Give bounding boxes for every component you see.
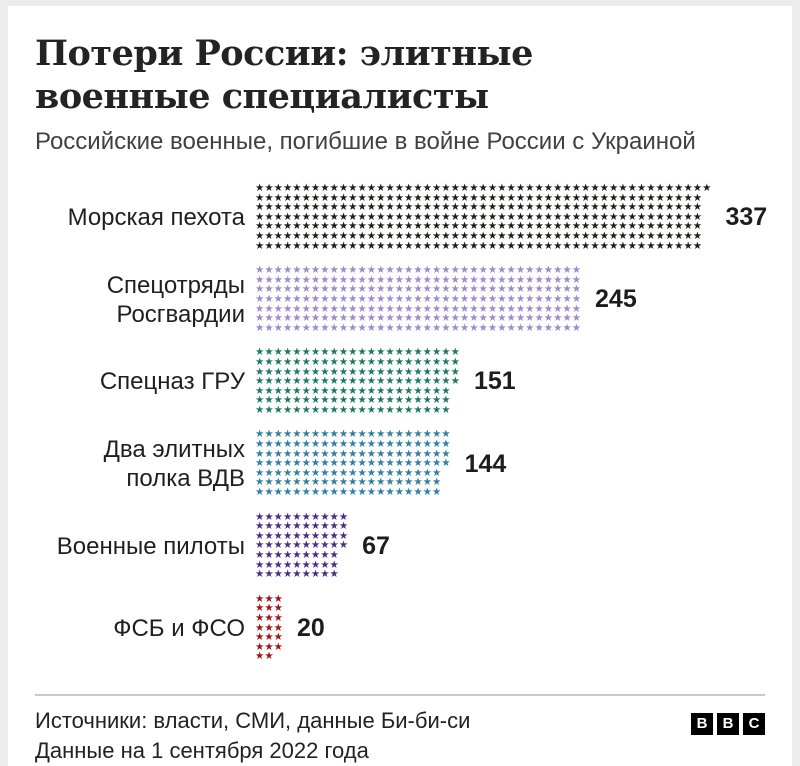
star-row: ★★★★★★★★★★★★★★★★★★★★★★★★★★★★★★★★★★★ <box>255 273 582 286</box>
star-row: ★★★ <box>255 640 283 653</box>
star-block: ★★★★★★★★★★★★★★★★★★★★★★★★★★★★★★★★★★★★★★★★… <box>255 182 712 252</box>
category-label: Спецотряды Росгвардии <box>106 271 245 328</box>
star-row: ★★★★★★★★★ <box>255 568 339 581</box>
star-row: ★★★★★★★★★★★★★★★★★★★★★ <box>255 384 451 397</box>
star-row: ★★★★★★★★★★★★★★★★★★★★★ <box>255 447 451 460</box>
star-row: ★★★★★★★★★★★★★★★★★★★★★★★★★★★★★★★★★★★★★★★★… <box>255 210 703 223</box>
star-row: ★★★★★★★★★★★★★★★★★★★★★★★★★★★★★★★★★★★★★★★★… <box>255 182 712 194</box>
bbc-logo-letter: B <box>691 712 713 735</box>
bbc-logo: B B C <box>691 712 765 766</box>
star-row: ★★★★★★★★★★★★★★★★★★★★★★★★★★★★★★★★★★★ <box>255 302 582 315</box>
star-row: ★★★ <box>255 592 283 605</box>
star-row: ★★★★★★★★★★★★★★★★★★★★★ <box>255 403 451 416</box>
star-row: ★★★★★★★★★★★★★★★★★★★★★★★★★★★★★★★★★★★★★★★★… <box>255 239 703 252</box>
star-row: ★★★★★★★★★★★★★★★★★★★★★★★★★★★★★★★★★★★ <box>255 292 582 305</box>
star-row: ★★★ <box>255 602 283 615</box>
star-block: ★★★★★★★★★★★★★★★★★★★★★★★★★★★★★★★★★★★★★★★★… <box>255 264 582 334</box>
page-title: Потери России: элитные военные специалис… <box>35 33 533 117</box>
star-block: ★★★ ★★★ ★★★ ★★★ ★★★ ★★★ ★★ <box>255 592 283 663</box>
chart-row: Спецотряды Росгвардии ★★★★★★★★★★★★★★★★★★★… <box>35 264 765 334</box>
chart-row: Морская пехота ★★★★★★★★★★★★★★★★★★★★★★★★★★… <box>35 182 768 252</box>
pictogram-chart: Морская пехота ★★★★★★★★★★★★★★★★★★★★★★★★★★… <box>35 182 768 663</box>
star-row: ★★★ <box>255 621 283 634</box>
chart-rows: Морская пехота ★★★★★★★★★★★★★★★★★★★★★★★★★★… <box>35 182 768 663</box>
star-row: ★★★★★★★★★★★★★★★★★★★★★★★★★★★★★★★★★★★★★★★★… <box>255 201 703 214</box>
category-label: Военные пилоты <box>56 532 245 560</box>
category-label: Два элитных полка ВДВ <box>103 436 245 493</box>
footer-divider <box>35 693 765 696</box>
star-row: ★★★★★★★★★★ <box>255 529 349 542</box>
date-line: Данные на 1 сентября 2022 года <box>35 737 369 763</box>
star-block: ★★★★★★★★★★★★★★★★★★★★★★★★★★★★★★★★★★★★★★★★… <box>255 510 349 581</box>
star-row: ★★★★★★★★★★★★★★★★★★★★★★★★★★★★★★★★★★★★★★★★… <box>255 220 703 233</box>
star-block: ★★★★★★★★★★★★★★★★★★★★★★★★★★★★★★★★★★★★★★★★… <box>255 346 460 416</box>
star-row: ★★★ <box>255 611 283 624</box>
star-row: ★★★★★★★★★★★★★★★★★★★★★★★★★★★★★★★★★★★★★★★★… <box>255 191 703 204</box>
chart-subtitle: Российские военные, погибшие в войне Рос… <box>35 128 696 155</box>
star-row: ★★★★★★★★★★★★★★★★★★★★★★ <box>255 355 460 368</box>
chart-row: ФСБ и ФСО ★★★ ★★★ ★★★ ★★★ ★★★ ★★★ ★★ 20 <box>35 592 765 663</box>
category-label: ФСБ и ФСО <box>113 614 245 642</box>
star-row: ★★★★★★★★★★★★★★★★★★★★★★★★★★★★★★★★★★★ <box>255 264 582 277</box>
source-block: Источники: власти, СМИ, данные Би-би-си … <box>35 706 470 766</box>
star-row: ★★★★★★★★★★★★★★★★★★★★★★ <box>255 365 460 378</box>
value-label: 151 <box>473 367 516 396</box>
star-row: ★★★★★★★★★★★★★★★★★★★★★★ <box>255 375 460 388</box>
star-row: ★★★ <box>255 631 283 644</box>
star-row: ★★★★★★★★★ <box>255 558 339 571</box>
value-label: 20 <box>296 613 325 642</box>
value-label: 67 <box>362 531 390 560</box>
star-row: ★★★★★★★★★★ <box>255 510 349 523</box>
bbc-logo-letter: B <box>717 712 739 735</box>
chart-row: Два элитных полка ВДВ ★★★★★★★★★★★★★★★★★★★… <box>35 428 765 499</box>
value-label: 337 <box>725 203 768 232</box>
star-row: ★★★★★★★★★★★★★★★★★★★★★★★★★★★★★★★★★★★ <box>255 321 582 334</box>
chart-card: Потери России: элитные военные специалис… <box>8 6 792 766</box>
chart-row: Спецназ ГРУ ★★★★★★★★★★★★★★★★★★★★★★ ★★★★★★★… <box>35 346 765 416</box>
star-row: ★★★★★★★★★★★★★★★★★★★★★★★★★★★★★★★★★★★ <box>255 312 582 325</box>
category-label: Морская пехота <box>67 204 245 232</box>
chart-footer: Источники: власти, СМИ, данные Би-би-си … <box>35 706 765 766</box>
star-row: ★★★★★★★★★★★★★★★★★★★★★ <box>255 428 451 441</box>
star-block: ★★★★★★★★★★★★★★★★★★★★★★★★★★★★★★★★★★★★★★★★… <box>255 428 451 499</box>
star-row: ★★★★★★★★★★★★★★★★★★★★ <box>255 486 442 499</box>
star-row: ★★★★★★★★★★ <box>255 520 349 533</box>
star-row: ★★★★★★★★★★★★★★★★★★★★★★ <box>255 346 460 359</box>
star-row: ★★★★★★★★★★★★★★★★★★★★★★★★★★★★★★★★★★★ <box>255 283 582 296</box>
category-label: Спецназ ГРУ <box>99 368 245 396</box>
value-label: 245 <box>595 285 637 314</box>
star-row: ★★★★★★★★★ <box>255 549 339 561</box>
star-row: ★★★★★★★★★★★★★★★★★★★★★ <box>255 438 451 451</box>
value-label: 144 <box>464 449 507 478</box>
star-row: ★★★★★★★★★★ <box>255 539 349 552</box>
source-line: Источники: власти, СМИ, данные Би-би-си <box>35 707 471 733</box>
chart-row: Военные пилоты ★★★★★★★★★★ ★★★★★★★★★★ ★★★★★★… <box>35 510 765 581</box>
star-row: ★★ <box>255 650 274 663</box>
star-row: ★★★★★★★★★★★★★★★★★★★★★ <box>255 394 451 407</box>
star-row: ★★★★★★★★★★★★★★★★★★★★ <box>255 466 442 479</box>
bbc-logo-letter: C <box>743 712 765 735</box>
star-row: ★★★★★★★★★★★★★★★★★★★★ <box>255 476 442 489</box>
star-row: ★★★★★★★★★★★★★★★★★★★★★★★★★★★★★★★★★★★★★★★★… <box>255 229 703 242</box>
star-row: ★★★★★★★★★★★★★★★★★★★★★ <box>255 457 451 470</box>
